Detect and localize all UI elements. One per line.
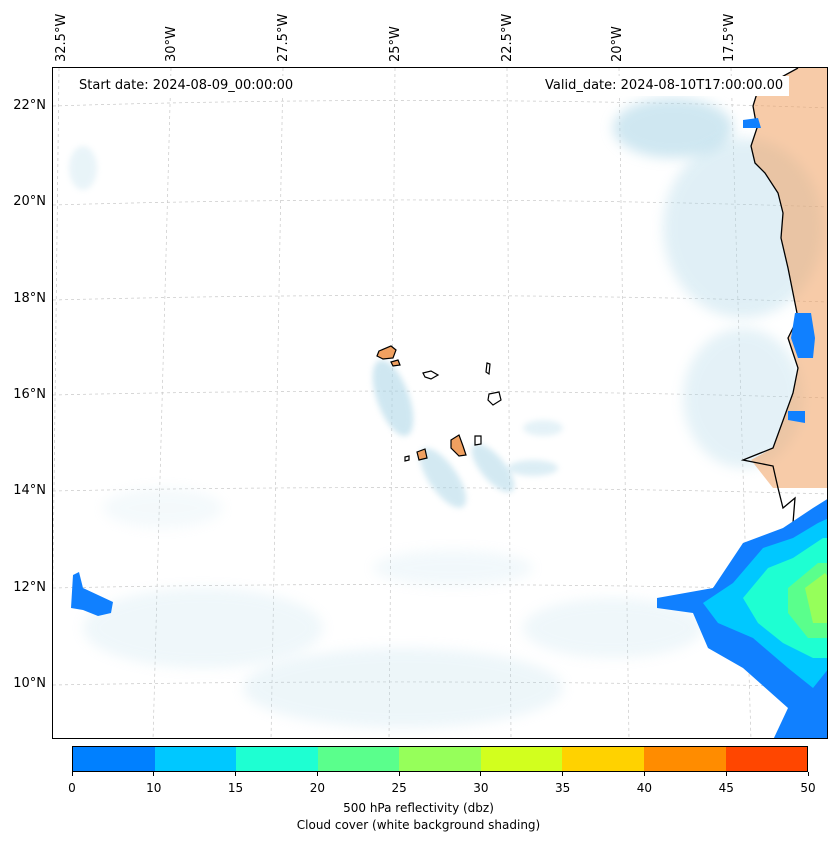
colorbar-segment-6 [562,747,644,771]
colorbar-tick-label: 35 [555,781,571,795]
colorbar-tick-mark [153,772,155,776]
colorbar-tick-mark [480,772,482,776]
island-santo-antao [376,345,397,360]
meridian-32-5w [53,68,60,602]
lat-label-22n: 22°N [13,98,46,113]
meridian-22-5w [506,68,512,738]
map-panel[interactable] [52,67,828,739]
parallel-22n [53,100,827,109]
reflectivity-patch-small-2 [743,118,761,128]
island-sao-nicolau [422,370,440,380]
colorbar-segment-2 [236,747,318,771]
island-santiago [450,434,467,457]
reflectivity-patch-senegal [791,313,815,358]
colorbar-tick-mark [807,772,809,776]
colorbar-tick-mark [71,772,73,776]
parallel-16n [53,390,827,399]
reflectivity-patch-west [71,572,113,616]
lon-label-32-5w: 32.5°W [54,13,69,62]
lon-label-17-5w: 17.5°W [722,13,737,62]
colorbar-segment-4 [399,747,481,771]
lat-label-14n: 14°N [13,483,46,498]
colorbar-tick-label: 40 [636,781,653,795]
cloud-cover-shading [69,98,823,728]
colorbar-label-reflectivity: 500 hPa reflectivity (dbz) [343,801,494,815]
reflectivity-patch-guinea-30 [805,573,827,623]
island-fogo [416,448,428,461]
map-canvas [53,68,827,738]
colorbar-tick-mark [643,772,645,776]
lon-label-25w: 25°W [388,26,403,62]
lat-label-10n: 10°N [13,676,46,691]
island-sal [485,362,491,376]
colorbar-tick-mark [562,772,564,776]
lon-label-30w: 30°W [164,26,179,62]
colorbar-tick-label: 50 [800,781,816,795]
colorbar-segment-1 [154,747,237,771]
start-date-label: Start date: 2024-08-09_00:00:00 [73,76,300,96]
lon-label-20w: 20°W [610,26,625,62]
colorbar-tick-label: 25 [391,781,407,795]
island-sao-vicente [390,359,401,367]
colorbar-segment-7 [643,747,726,771]
island-maio [474,435,482,446]
lon-label-22-5w: 22.5°W [500,13,515,62]
colorbar-tick-mark [398,772,400,776]
colorbar-tick-label: 20 [309,781,325,795]
island-boa-vista [487,391,502,406]
colorbar-segment-8 [725,747,808,771]
colorbar-tick-label: 10 [146,781,162,795]
colorbar [72,746,808,772]
parallel-20n [53,199,827,208]
africa-land [751,68,827,488]
reflectivity-patch-small-1 [788,411,805,423]
island-brava [404,455,410,462]
colorbar-segment-0 [73,747,155,771]
parallel-18n [53,295,827,303]
reflectivity-contours [71,118,827,738]
parallel-10n [53,681,827,688]
colorbar-tick-mark [235,772,237,776]
valid-date-label: Valid_date: 2024-08-10T17:00:00.00 [539,76,790,96]
colorbar-tick-label: 30 [473,781,489,795]
colorbar-segment-3 [317,747,400,771]
colorbar-tick-label: 15 [227,781,244,795]
lat-label-20n: 20°N [13,194,46,209]
colorbar-tick-mark [316,772,318,776]
colorbar-tick-label: 45 [718,781,734,795]
parallel-12n [53,584,827,591]
lat-label-16n: 16°N [13,387,46,402]
cape-verde-islands [376,345,502,462]
lat-label-18n: 18°N [13,291,46,306]
colorbar-label-cloud-cover: Cloud cover (white background shading) [296,818,541,832]
lon-label-27-5w: 27.5°W [276,13,291,62]
colorbar-tick-mark [725,772,727,776]
colorbar-tick-label: 0 [68,781,76,795]
lat-label-12n: 12°N [13,580,46,595]
colorbar-segment-5 [480,747,563,771]
